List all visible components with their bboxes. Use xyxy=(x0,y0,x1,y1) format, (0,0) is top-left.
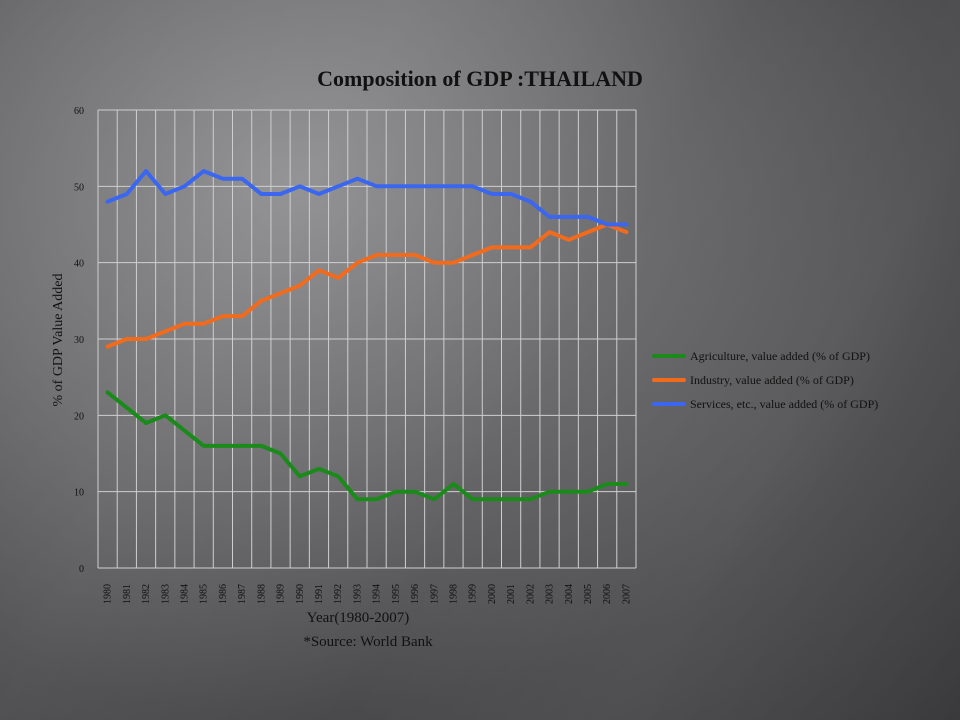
x-tick-label: 1999 xyxy=(468,584,479,604)
x-tick-label: 1996 xyxy=(410,584,421,604)
y-axis-label: % of GDP Value Added xyxy=(51,274,66,407)
series-line-industry xyxy=(105,222,629,349)
series-line-agriculture xyxy=(105,390,629,502)
x-tick-label: 1981 xyxy=(122,584,133,604)
x-tick-label: 1997 xyxy=(429,584,440,604)
x-tick-label: 2006 xyxy=(602,584,613,604)
series-line-services xyxy=(105,169,629,227)
x-axis-ticks: 1980 1981 1982 1983 1984 1985 1986 1987 1988 1989… xyxy=(103,584,633,604)
legend-label-services: Services, etc., value added (% of GDP) xyxy=(690,397,878,411)
y-tick-label: 10 xyxy=(74,488,84,499)
x-tick-label: 1990 xyxy=(295,584,306,604)
x-tick-label: 2005 xyxy=(583,584,594,604)
y-tick-label: 20 xyxy=(74,411,84,422)
x-tick-label: 1987 xyxy=(237,584,248,604)
chart-title: Composition of GDP :THAILAND xyxy=(317,66,643,91)
x-tick-label: 2001 xyxy=(506,584,517,604)
x-tick-label: 2007 xyxy=(621,584,632,604)
y-tick-label: 50 xyxy=(74,182,84,193)
source-note: *Source: World Bank xyxy=(303,634,433,650)
y-axis-ticks: 0 10 20 30 40 50 60 xyxy=(74,106,84,575)
x-tick-label: 1988 xyxy=(256,584,267,604)
x-tick-label: 1980 xyxy=(103,584,114,604)
x-tick-label: 1994 xyxy=(372,584,383,604)
x-tick-label: 1985 xyxy=(199,584,210,604)
x-tick-label: 2002 xyxy=(525,584,536,604)
x-tick-label: 1984 xyxy=(179,584,190,604)
x-tick-label: 1983 xyxy=(160,584,171,604)
x-tick-label: 1993 xyxy=(352,584,363,604)
y-tick-label: 0 xyxy=(79,564,84,575)
x-tick-label: 2003 xyxy=(545,584,556,604)
series-lines xyxy=(105,169,629,502)
x-tick-label: 2004 xyxy=(564,584,575,604)
x-tick-label: 1995 xyxy=(391,584,402,604)
x-tick-label: 1982 xyxy=(141,584,152,604)
x-tick-label: 2000 xyxy=(487,584,498,604)
x-tick-label: 1991 xyxy=(314,584,325,604)
x-tick-label: 1998 xyxy=(448,584,459,604)
y-tick-label: 60 xyxy=(74,106,84,117)
x-tick-label: 1992 xyxy=(333,584,344,604)
legend-label-industry: Industry, value added (% of GDP) xyxy=(690,373,854,387)
legend-label-agriculture: Agriculture, value added (% of GDP) xyxy=(690,349,870,363)
x-tick-label: 1989 xyxy=(276,584,287,604)
legend: Agriculture, value added (% of GDP) Indus… xyxy=(652,349,878,411)
y-tick-label: 40 xyxy=(74,259,84,270)
x-axis-label: Year(1980-2007) xyxy=(307,610,410,626)
y-tick-label: 30 xyxy=(74,335,84,346)
x-tick-label: 1986 xyxy=(218,584,229,604)
